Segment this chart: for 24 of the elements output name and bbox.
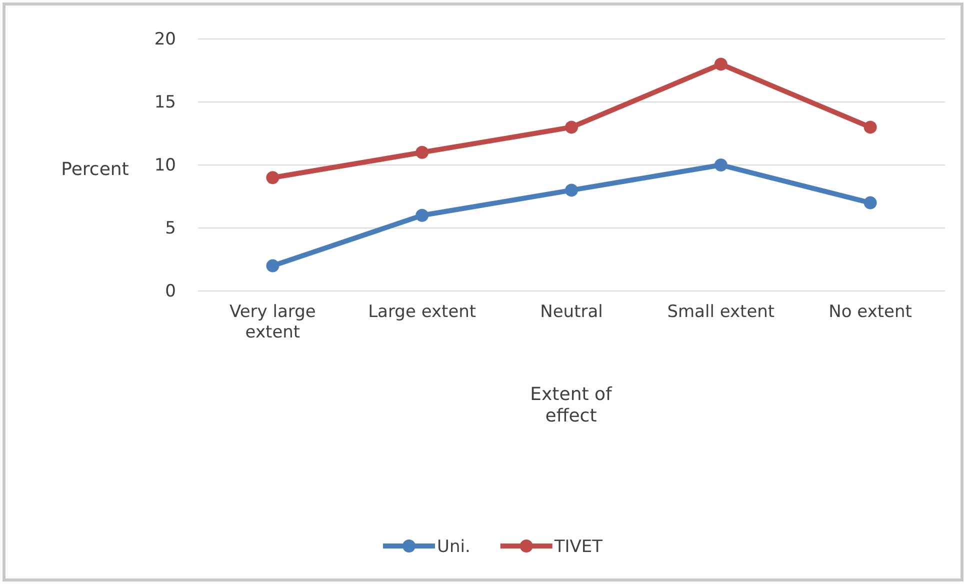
y-tick-label: 10: [154, 155, 176, 176]
legend-label: TIVET: [553, 537, 604, 557]
point: [416, 146, 429, 159]
point: [266, 171, 280, 184]
x-tick-label: Large extent: [368, 302, 476, 322]
x-tick-label: Neutral: [540, 302, 603, 322]
point: [266, 259, 280, 272]
y-tick-label: 15: [154, 92, 176, 112]
y-tick-label: 20: [154, 29, 176, 50]
point: [864, 120, 877, 134]
x-tick-label: Very large extent: [230, 302, 316, 342]
y-axis-title: Percent: [61, 159, 129, 180]
x-tick-label: No extent: [828, 302, 912, 322]
point: [714, 58, 728, 71]
y-tick-label: 0: [165, 281, 176, 302]
point: [565, 184, 578, 197]
legend-label: Uni.: [437, 537, 470, 557]
y-tick-label: 5: [165, 218, 176, 238]
point: [416, 208, 429, 222]
x-tick-label: Small extent: [667, 302, 775, 322]
point: [714, 158, 728, 172]
point: [565, 120, 578, 134]
point: [864, 196, 877, 210]
x-axis-title: Extent of effect: [530, 384, 613, 427]
